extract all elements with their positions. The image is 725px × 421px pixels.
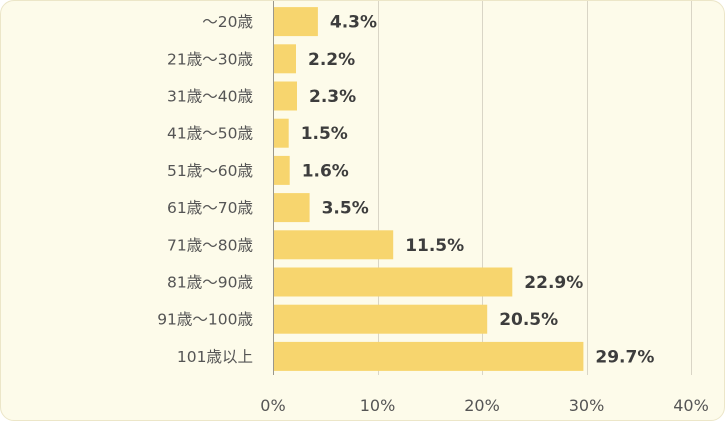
data-label-8: 20.5% (499, 310, 558, 330)
data-label-6: 11.5% (405, 236, 464, 256)
category-label-8: 91歳〜100歳 (157, 311, 253, 329)
bar-8 (273, 304, 488, 334)
category-label-3: 41歳〜50歳 (167, 125, 253, 143)
category-label-4: 51歳〜60歳 (167, 162, 253, 180)
bar-4 (273, 155, 290, 185)
x-tick-label-2: 20% (464, 396, 500, 415)
bar-1 (273, 44, 296, 74)
category-label-6: 71歳〜80歳 (167, 236, 253, 254)
data-label-1: 2.2% (308, 50, 355, 70)
x-tick-label-0: 0% (260, 396, 285, 415)
x-tick-label-3: 30% (569, 396, 605, 415)
data-label-3: 1.5% (301, 124, 348, 144)
category-label-5: 61歳〜70歳 (167, 199, 253, 217)
data-label-9: 29.7% (595, 347, 654, 367)
category-label-0: 〜20歳 (202, 13, 253, 31)
data-label-0: 4.3% (330, 13, 377, 33)
bar-3 (273, 118, 289, 148)
bar-0 (273, 7, 318, 37)
x-tick-label-1: 10% (360, 396, 396, 415)
category-label-7: 81歳〜90歳 (167, 274, 253, 292)
data-label-5: 3.5% (322, 199, 369, 219)
bar-6 (273, 230, 394, 260)
bar-5 (273, 193, 310, 223)
data-label-7: 22.9% (524, 273, 583, 293)
bar-7 (273, 267, 513, 297)
category-label-9: 101歳以上 (177, 348, 253, 366)
bar-9 (273, 341, 584, 371)
x-tick-label-4: 40% (673, 396, 709, 415)
data-label-2: 2.3% (309, 87, 356, 107)
category-label-2: 31歳〜40歳 (167, 88, 253, 106)
bar-2 (273, 81, 297, 111)
data-label-4: 1.6% (302, 161, 349, 181)
category-label-1: 21歳〜30歳 (167, 50, 253, 68)
